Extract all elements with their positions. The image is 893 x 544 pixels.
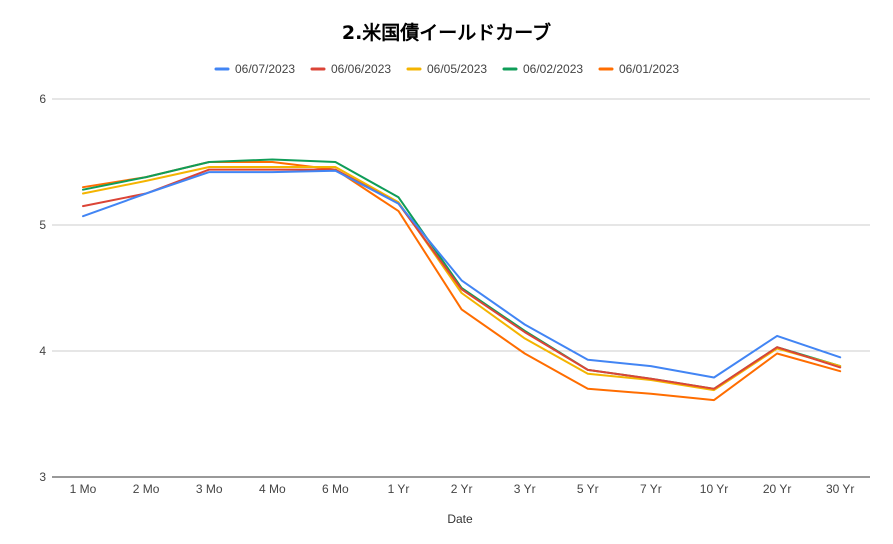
legend-label: 06/06/2023 [331, 62, 391, 76]
chart-title: 2.米国債イールドカーブ [341, 22, 552, 44]
series-line [82, 169, 842, 379]
legend-label: 06/02/2023 [523, 62, 583, 76]
x-tick-label: 2 Mo [133, 482, 160, 496]
y-tick-label: 3 [39, 470, 46, 484]
series-line [82, 166, 842, 392]
x-axis-title: Date [447, 512, 473, 526]
series-line [82, 168, 842, 390]
x-tick-label: 5 Yr [577, 482, 599, 496]
x-tick-label: 7 Yr [640, 482, 662, 496]
x-tick-label: 1 Mo [70, 482, 97, 496]
x-tick-label: 30 Yr [826, 482, 854, 496]
series-line [82, 158, 842, 390]
legend-label: 06/01/2023 [619, 62, 679, 76]
x-tick-label: 4 Mo [259, 482, 286, 496]
x-tick-label: 3 Mo [196, 482, 223, 496]
x-tick-label: 3 Yr [514, 482, 536, 496]
x-tick-label: 1 Yr [388, 482, 410, 496]
x-tick-label: 10 Yr [700, 482, 728, 496]
x-tick-label: 6 Mo [322, 482, 349, 496]
legend-label: 06/05/2023 [427, 62, 487, 76]
legend-label: 06/07/2023 [235, 62, 295, 76]
x-tick-label: 2 Yr [451, 482, 473, 496]
y-tick-label: 6 [39, 92, 46, 106]
y-tick-label: 4 [39, 344, 46, 358]
x-tick-label: 20 Yr [763, 482, 791, 496]
y-tick-label: 5 [39, 218, 46, 232]
